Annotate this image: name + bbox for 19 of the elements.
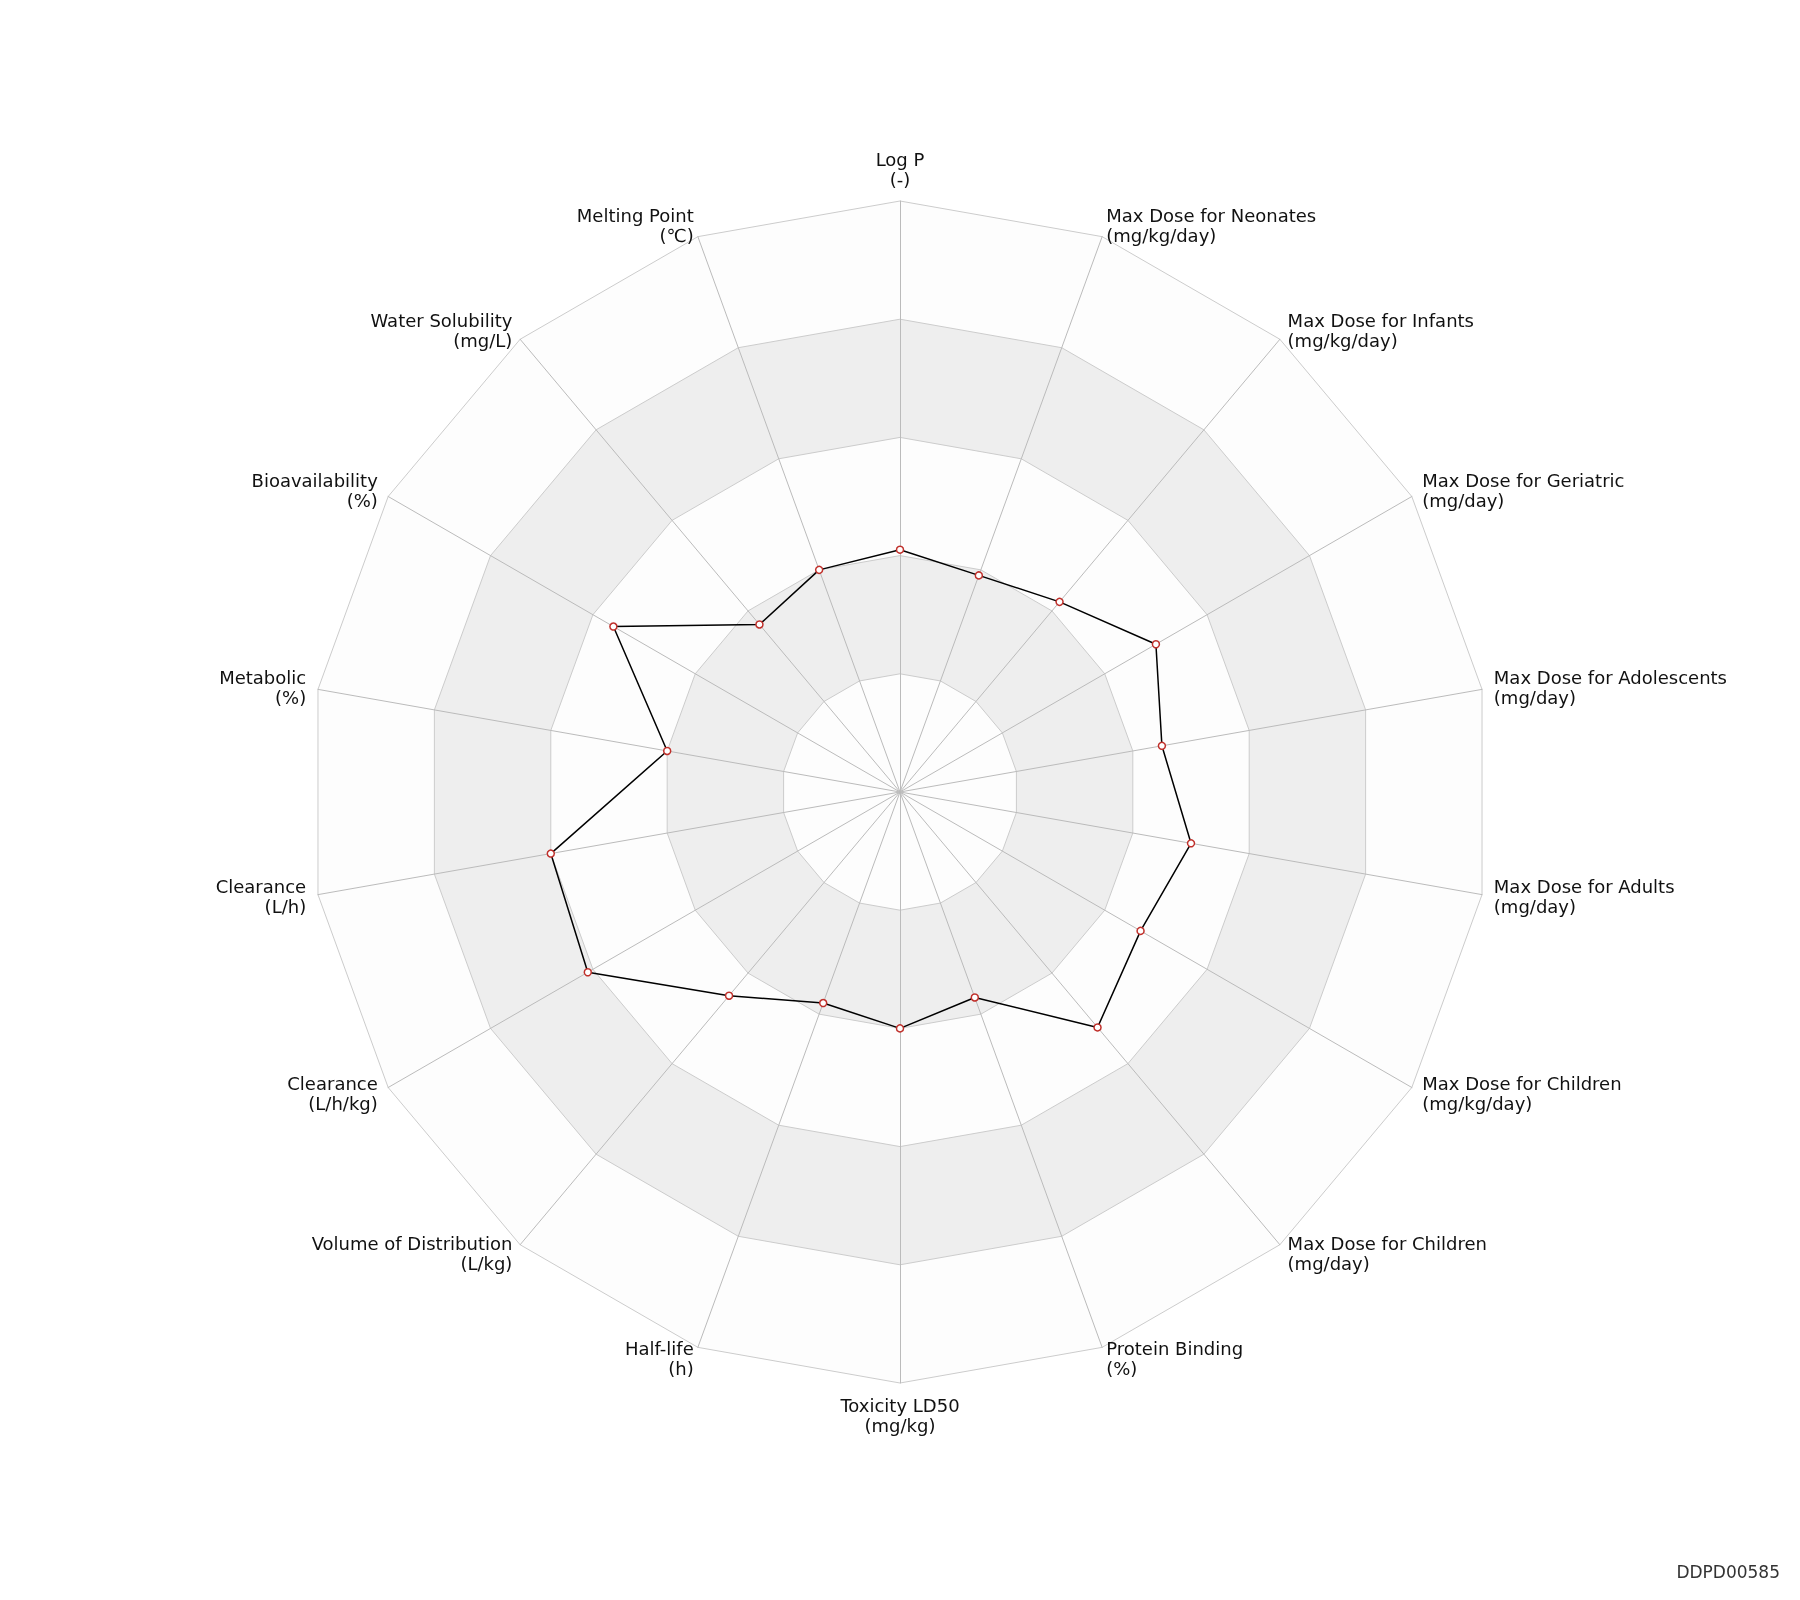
spoke-label: Max Dose for Geriatric (mg/day) — [1422, 470, 1625, 511]
spoke-label: Log P (-) — [875, 148, 925, 190]
spoke-label: Max Dose for Children (mg/day) — [1287, 1233, 1487, 1275]
spoke-label: Max Dose for Adolescents (mg/day) — [1493, 666, 1727, 708]
spoke-label: Half-life (h) — [624, 1338, 694, 1380]
spoke-label: Clearance (L/h/kg) — [287, 1073, 378, 1114]
spoke-label: Metabolic (%) — [219, 666, 307, 708]
spoke-label: Max Dose for Adults (mg/day) — [1493, 876, 1675, 918]
spoke-label: Max Dose for Infants (mg/kg/day) — [1287, 309, 1474, 351]
spoke-label: Toxicity LD50 (mg/kg) — [839, 1394, 960, 1436]
spoke-label: Max Dose for Children (mg/kg/day) — [1422, 1073, 1622, 1114]
spoke-label: Water Solubility (mg/L) — [370, 309, 513, 351]
spoke-label: Bioavailability (%) — [251, 470, 379, 511]
spoke-label: Max Dose for Neonates (mg/kg/day) — [1106, 204, 1317, 246]
spoke-label: Melting Point (℃) — [576, 204, 694, 246]
spoke-label: Clearance (L/h) — [215, 876, 307, 918]
text: DDPD00585 — [1676, 1561, 1781, 1582]
spoke-label: Protein Binding (%) — [1106, 1338, 1244, 1380]
spoke-label: Volume of Distribution (L/kg) — [311, 1233, 513, 1275]
